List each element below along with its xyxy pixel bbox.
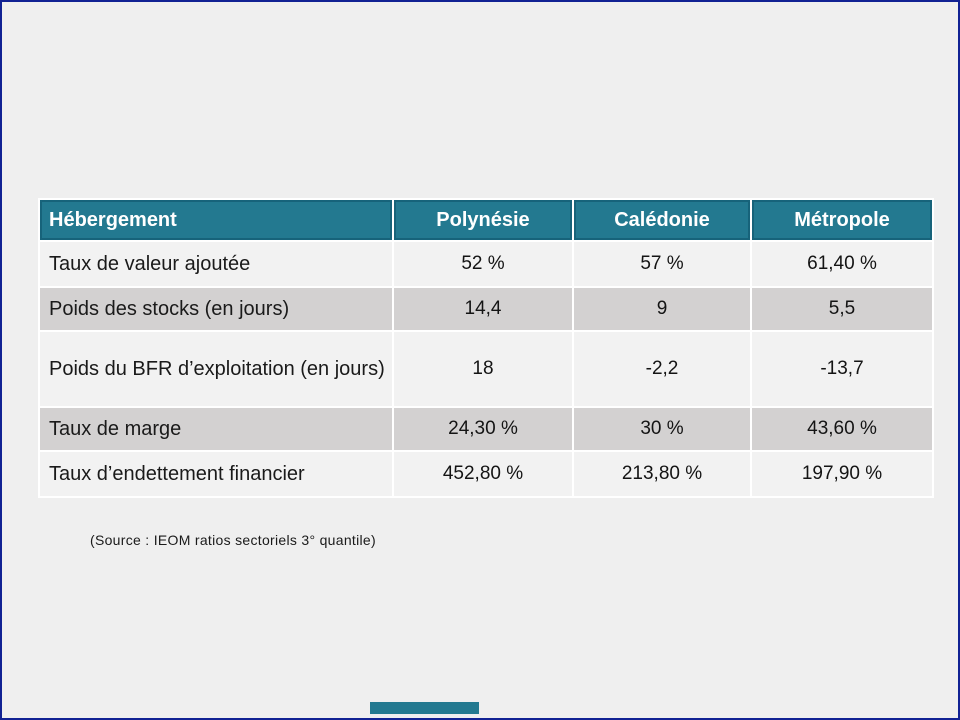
column-header-metropole: Métropole: [752, 200, 932, 240]
cell-value: 43,60 %: [752, 408, 932, 450]
row-label: Poids du BFR d’exploitation (en jours): [40, 332, 392, 406]
cell-value: 57 %: [574, 242, 750, 286]
cell-value: 61,40 %: [752, 242, 932, 286]
cell-value: 452,80 %: [394, 452, 572, 496]
table-row: Poids du BFR d’exploitation (en jours) 1…: [40, 332, 932, 406]
ratios-table: Hébergement Polynésie Calédonie Métropol…: [38, 198, 934, 498]
table-row: Taux d’endettement financier 452,80 % 21…: [40, 452, 932, 496]
accent-bar: [370, 702, 479, 714]
table-header-row: Hébergement Polynésie Calédonie Métropol…: [40, 200, 932, 240]
cell-value: 213,80 %: [574, 452, 750, 496]
cell-value: 197,90 %: [752, 452, 932, 496]
source-note: (Source : IEOM ratios sectoriels 3° quan…: [90, 532, 376, 548]
cell-value: 14,4: [394, 288, 572, 330]
row-label: Taux de marge: [40, 408, 392, 450]
cell-value: 30 %: [574, 408, 750, 450]
column-header-caledonie: Calédonie: [574, 200, 750, 240]
table-row: Taux de marge 24,30 % 30 % 43,60 %: [40, 408, 932, 450]
table-title-cell: Hébergement: [40, 200, 392, 240]
cell-value: -13,7: [752, 332, 932, 406]
row-label: Poids des stocks (en jours): [40, 288, 392, 330]
row-label: Taux d’endettement financier: [40, 452, 392, 496]
column-header-polynesie: Polynésie: [394, 200, 572, 240]
cell-value: 52 %: [394, 242, 572, 286]
cell-value: 24,30 %: [394, 408, 572, 450]
table-row: Poids des stocks (en jours) 14,4 9 5,5: [40, 288, 932, 330]
row-label: Taux de valeur ajoutée: [40, 242, 392, 286]
ratios-table-container: Hébergement Polynésie Calédonie Métropol…: [38, 198, 934, 498]
cell-value: 5,5: [752, 288, 932, 330]
cell-value: -2,2: [574, 332, 750, 406]
table-row: Taux de valeur ajoutée 52 % 57 % 61,40 %: [40, 242, 932, 286]
cell-value: 18: [394, 332, 572, 406]
cell-value: 9: [574, 288, 750, 330]
